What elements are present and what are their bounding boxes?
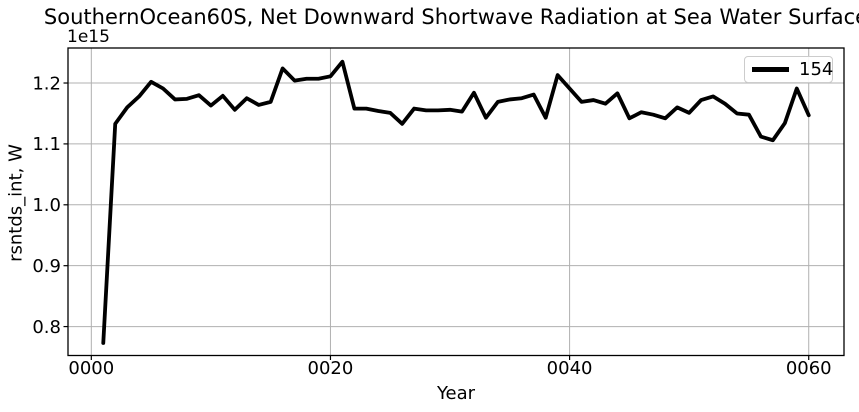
x-tick-label: 0060 (786, 358, 832, 379)
legend-line-sample (752, 67, 789, 72)
y-tick-label: 0.8 (32, 317, 61, 338)
y-axis-label: rsntds_int, W (5, 144, 27, 262)
y-tick-label: 0.9 (32, 256, 61, 277)
x-tick-label: 0020 (308, 358, 354, 379)
y-tick-label: 1.0 (32, 195, 61, 216)
legend-series-label: 154 (799, 58, 834, 80)
axes-spines (67, 47, 845, 357)
y-axis-offset-text: 1e15 (67, 27, 110, 47)
x-axis-label: Year (436, 383, 476, 404)
x-tick-label: 0000 (68, 358, 114, 379)
y-tick-label: 1.2 (32, 73, 61, 94)
chart-title: SouthernOcean60S, Net Downward Shortwave… (43, 5, 859, 29)
y-tick-label: 1.1 (32, 134, 61, 155)
data-line-series-154 (101, 59, 811, 345)
x-tick-label: 0040 (547, 358, 593, 379)
legend: 154 (744, 56, 833, 83)
